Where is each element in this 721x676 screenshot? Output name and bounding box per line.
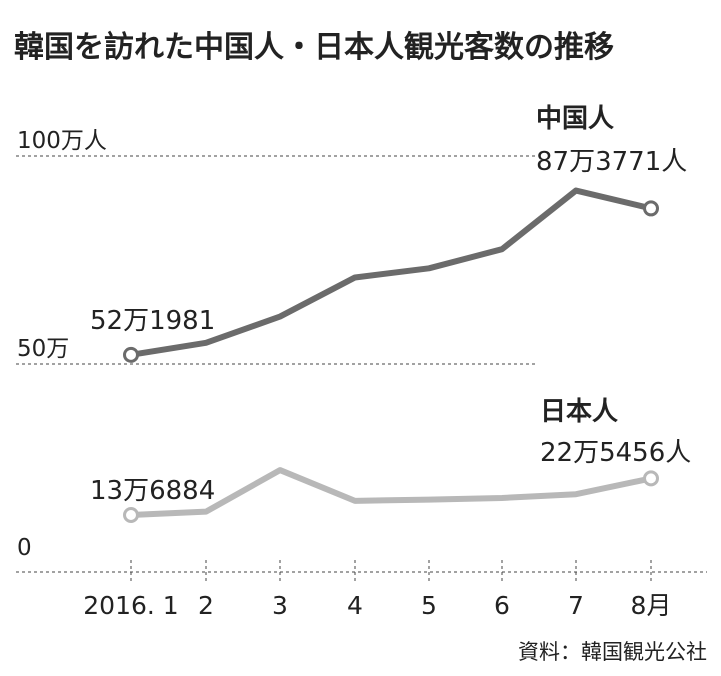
source-note: 資料：韓国観光公社	[518, 640, 707, 664]
start-label-japan: 13万6884	[90, 476, 215, 506]
series-point-marker	[643, 470, 659, 487]
y-tick-labels: 100万人 50万 0	[17, 128, 107, 561]
y-tick-label: 50万	[17, 336, 69, 362]
x-tick-label: 3	[272, 591, 288, 620]
series-labels: 中国人 87万3771人 52万1981 日本人 22万5456人 13万6884	[90, 104, 691, 506]
chart-title: 韓国を訪れた中国人・日本人観光客数の推移	[14, 30, 614, 65]
start-label-china: 52万1981	[90, 306, 215, 336]
series-lines	[123, 187, 659, 524]
x-tick-label: 2016. 1	[83, 591, 178, 620]
end-label-japan: 22万5456人	[540, 438, 691, 468]
x-tick-label: 4	[347, 591, 363, 620]
grid-lines	[16, 155, 707, 573]
series-name-japan: 日本人	[540, 397, 618, 427]
series-point-marker	[123, 346, 139, 363]
end-label-china: 87万3771人	[536, 147, 687, 177]
series-point-marker	[123, 507, 139, 524]
y-tick-label: 100万人	[17, 128, 107, 154]
series-point-marker	[643, 200, 659, 217]
x-tick-label: 8月	[631, 591, 672, 620]
x-axis: 2016. 1 2 3 4 5 6 7 8月	[83, 560, 671, 620]
x-tick-label: 5	[421, 591, 437, 620]
y-tick-label: 0	[17, 535, 32, 561]
x-tick-label: 7	[568, 591, 584, 620]
x-tick-label: 2	[198, 591, 214, 620]
x-tick-label: 6	[494, 591, 510, 620]
series-line-0	[128, 187, 654, 358]
series-line-1	[128, 467, 654, 519]
series-name-china: 中国人	[536, 104, 614, 134]
